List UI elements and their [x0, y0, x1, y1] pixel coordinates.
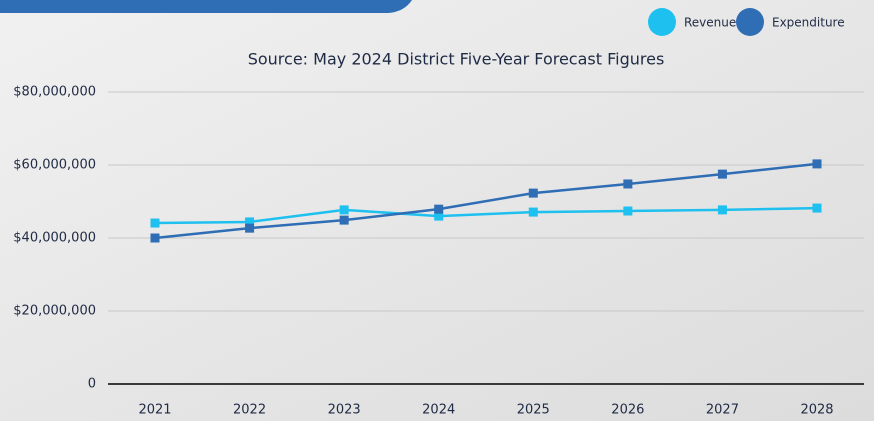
- point: [528, 188, 538, 198]
- point: [245, 223, 255, 233]
- point: [812, 203, 822, 213]
- x-tick-label: 2028: [800, 403, 833, 418]
- point: [528, 207, 538, 217]
- point: [717, 205, 727, 215]
- legend-swatch: [736, 8, 764, 36]
- y-tick-label: $20,000,000: [13, 304, 96, 319]
- point: [150, 218, 160, 228]
- legend-label: Expenditure: [772, 16, 845, 30]
- point: [150, 233, 160, 243]
- legend-swatch: [648, 8, 676, 36]
- point: [717, 169, 727, 179]
- y-tick-label: $40,000,000: [13, 231, 96, 246]
- y-tick-label: 0: [88, 377, 96, 392]
- point: [623, 179, 633, 189]
- banner: [0, 0, 412, 13]
- point: [245, 217, 255, 227]
- x-tick-label: 2021: [138, 403, 171, 418]
- point: [812, 159, 822, 169]
- series-line: [154, 206, 818, 225]
- x-tick-label: 2023: [328, 403, 361, 418]
- point: [434, 204, 444, 214]
- point: [339, 215, 349, 225]
- legend-label: Revenue: [684, 16, 736, 30]
- point: [434, 211, 444, 221]
- point: [623, 206, 633, 216]
- x-tick-label: 2027: [706, 403, 739, 418]
- chart-title: Source: May 2024 District Five-Year Fore…: [248, 50, 665, 69]
- x-tick-label: 2026: [611, 403, 644, 418]
- x-tick-label: 2025: [517, 403, 550, 418]
- x-tick-label: 2024: [422, 403, 455, 418]
- y-tick-label: $60,000,000: [13, 158, 96, 173]
- series-line: [154, 162, 818, 240]
- y-tick-label: $80,000,000: [13, 85, 96, 100]
- x-tick-label: 2022: [233, 403, 266, 418]
- point: [339, 205, 349, 215]
